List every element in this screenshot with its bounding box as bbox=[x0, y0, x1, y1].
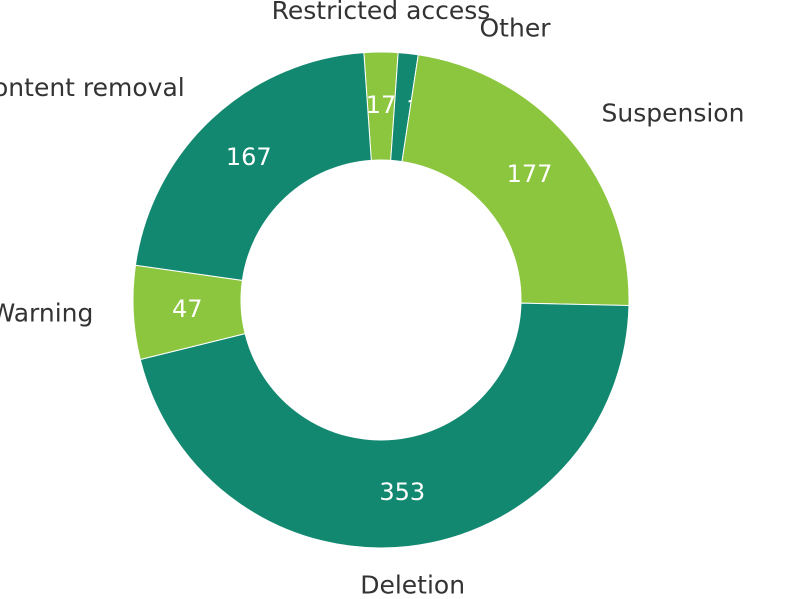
category-label: Deletion bbox=[360, 570, 465, 599]
category-label: Warning bbox=[0, 299, 93, 328]
value-label: 177 bbox=[507, 160, 553, 188]
value-label: 17 bbox=[366, 91, 397, 119]
category-label: Other bbox=[480, 13, 552, 42]
value-label: 353 bbox=[379, 478, 425, 506]
donut-slice bbox=[139, 302, 630, 549]
value-label: 167 bbox=[226, 143, 272, 171]
donut-slice bbox=[134, 52, 372, 281]
category-label: Suspension bbox=[601, 99, 744, 128]
category-label: Content removal bbox=[0, 73, 185, 102]
donut-slice bbox=[401, 54, 630, 307]
value-label: 47 bbox=[172, 295, 203, 323]
category-label: Restricted access bbox=[272, 0, 491, 25]
